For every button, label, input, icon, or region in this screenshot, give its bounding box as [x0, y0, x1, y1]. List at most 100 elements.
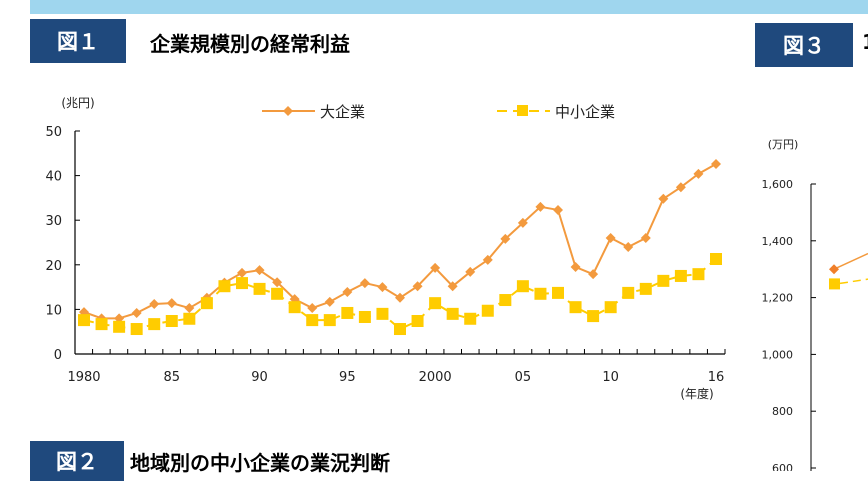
chart-canvas: 0 10 20 30 40 50 1980 85 90 95 2000 05 10 16 (兆円) (年度) 大… [45, 96, 868, 471]
x-tick-label: 10 [602, 370, 619, 385]
data-point-diamond [517, 217, 528, 228]
x-tick-label: 05 [515, 370, 532, 385]
data-point-square [358, 310, 371, 323]
data-point-square [95, 318, 108, 331]
data-point-square [657, 274, 670, 287]
fig3-y-tick-label: 1,000 [762, 348, 794, 361]
data-point-diamond [395, 292, 405, 303]
legend-marker-large [283, 106, 293, 116]
data-point-diamond [342, 287, 353, 298]
x-axis-unit: (年度) [680, 386, 713, 401]
fig3-line-large [833, 252, 868, 270]
data-point-diamond [324, 296, 335, 307]
figure-3-label: 図３ [755, 23, 853, 67]
data-point-square [148, 318, 161, 331]
x-tick-label: 85 [164, 370, 181, 385]
y-axis-unit: (兆円) [61, 96, 94, 110]
x-tick-label: 90 [251, 370, 268, 385]
data-point-square [113, 320, 126, 333]
legend-label-sme: 中小企業 [555, 103, 615, 121]
data-point-square [341, 306, 354, 319]
data-point-diamond [482, 254, 493, 265]
data-point-square [288, 301, 301, 314]
fig3-y-unit: (万円) [768, 138, 799, 151]
data-point-square [323, 314, 336, 327]
data-point-square [710, 253, 722, 266]
data-point-square [569, 301, 582, 314]
data-point-diamond [570, 262, 581, 273]
data-point-square [78, 314, 90, 327]
data-point-diamond [500, 233, 511, 244]
data-point-diamond [465, 266, 476, 277]
data-point-diamond [184, 303, 195, 314]
x-tick-label: 2000 [419, 370, 452, 385]
data-point-diamond [640, 233, 651, 244]
data-point-square [411, 314, 424, 327]
data-point-square [639, 282, 652, 295]
fig3-y-tick-label: 1,600 [762, 178, 794, 191]
data-point-diamond [693, 168, 704, 179]
fig3-y-tick-label: 1,400 [762, 235, 794, 248]
fig3-point-diamond [829, 264, 839, 275]
data-point-diamond [535, 201, 546, 212]
data-point-diamond [430, 262, 441, 273]
data-point-square [200, 297, 213, 310]
legend-marker-sme [517, 105, 528, 116]
data-point-square [183, 312, 196, 325]
fig3-point-square [829, 278, 840, 290]
data-point-diamond [412, 281, 423, 292]
data-point-diamond [658, 193, 669, 204]
data-point-diamond [307, 303, 318, 314]
data-point-square [674, 269, 687, 282]
data-point-diamond [588, 269, 599, 280]
data-point-diamond [711, 159, 721, 170]
data-point-diamond [166, 298, 177, 309]
data-point-square [394, 323, 406, 336]
y-tick-label: 50 [45, 125, 62, 140]
data-point-square [271, 287, 284, 300]
data-point-diamond [553, 204, 563, 215]
data-point-diamond [254, 265, 265, 276]
data-point-square [218, 280, 231, 293]
data-point-square [587, 310, 600, 323]
data-point-square [165, 314, 178, 327]
fig3-y-tick-label: 1,200 [762, 292, 794, 305]
data-point-square [534, 287, 547, 300]
x-tick-label: 16 [708, 370, 725, 385]
fig3-y-tick-label: 800 [772, 405, 793, 418]
y-tick-label: 30 [45, 214, 62, 229]
fig3-y-tick-label: 600 [772, 462, 793, 471]
data-point-square [516, 280, 529, 293]
x-tick-label: 1980 [67, 370, 100, 385]
data-point-diamond [272, 277, 283, 288]
data-point-square [622, 286, 635, 299]
data-point-diamond [131, 307, 142, 318]
data-point-square [376, 307, 389, 320]
y-tick-label: 10 [45, 303, 62, 318]
data-point-square [130, 323, 143, 336]
data-point-square [481, 304, 494, 317]
y-tick-label: 20 [45, 259, 62, 274]
data-point-square [253, 282, 266, 295]
data-point-square [692, 268, 705, 281]
y-tick-label: 0 [54, 348, 62, 363]
fig3-line-sme [839, 278, 868, 285]
figure-1-label: 図１ [30, 19, 126, 63]
figure-3-title: 1 [862, 30, 868, 54]
y-tick-label: 40 [45, 170, 62, 185]
header-band [30, 0, 868, 14]
figure-1-title: 企業規模別の経常利益 [150, 32, 350, 56]
data-point-diamond [447, 281, 458, 292]
data-point-square [306, 314, 319, 327]
data-point-diamond [605, 233, 616, 244]
data-point-diamond [237, 267, 247, 278]
x-tick-label: 95 [339, 370, 356, 385]
data-point-diamond [359, 278, 370, 289]
data-point-diamond [675, 182, 686, 193]
data-point-square [236, 277, 248, 290]
data-point-square [604, 301, 617, 314]
data-point-square [464, 312, 477, 325]
legend-label-large: 大企業 [320, 103, 365, 121]
data-point-diamond [377, 282, 388, 293]
data-point-square [499, 294, 512, 307]
